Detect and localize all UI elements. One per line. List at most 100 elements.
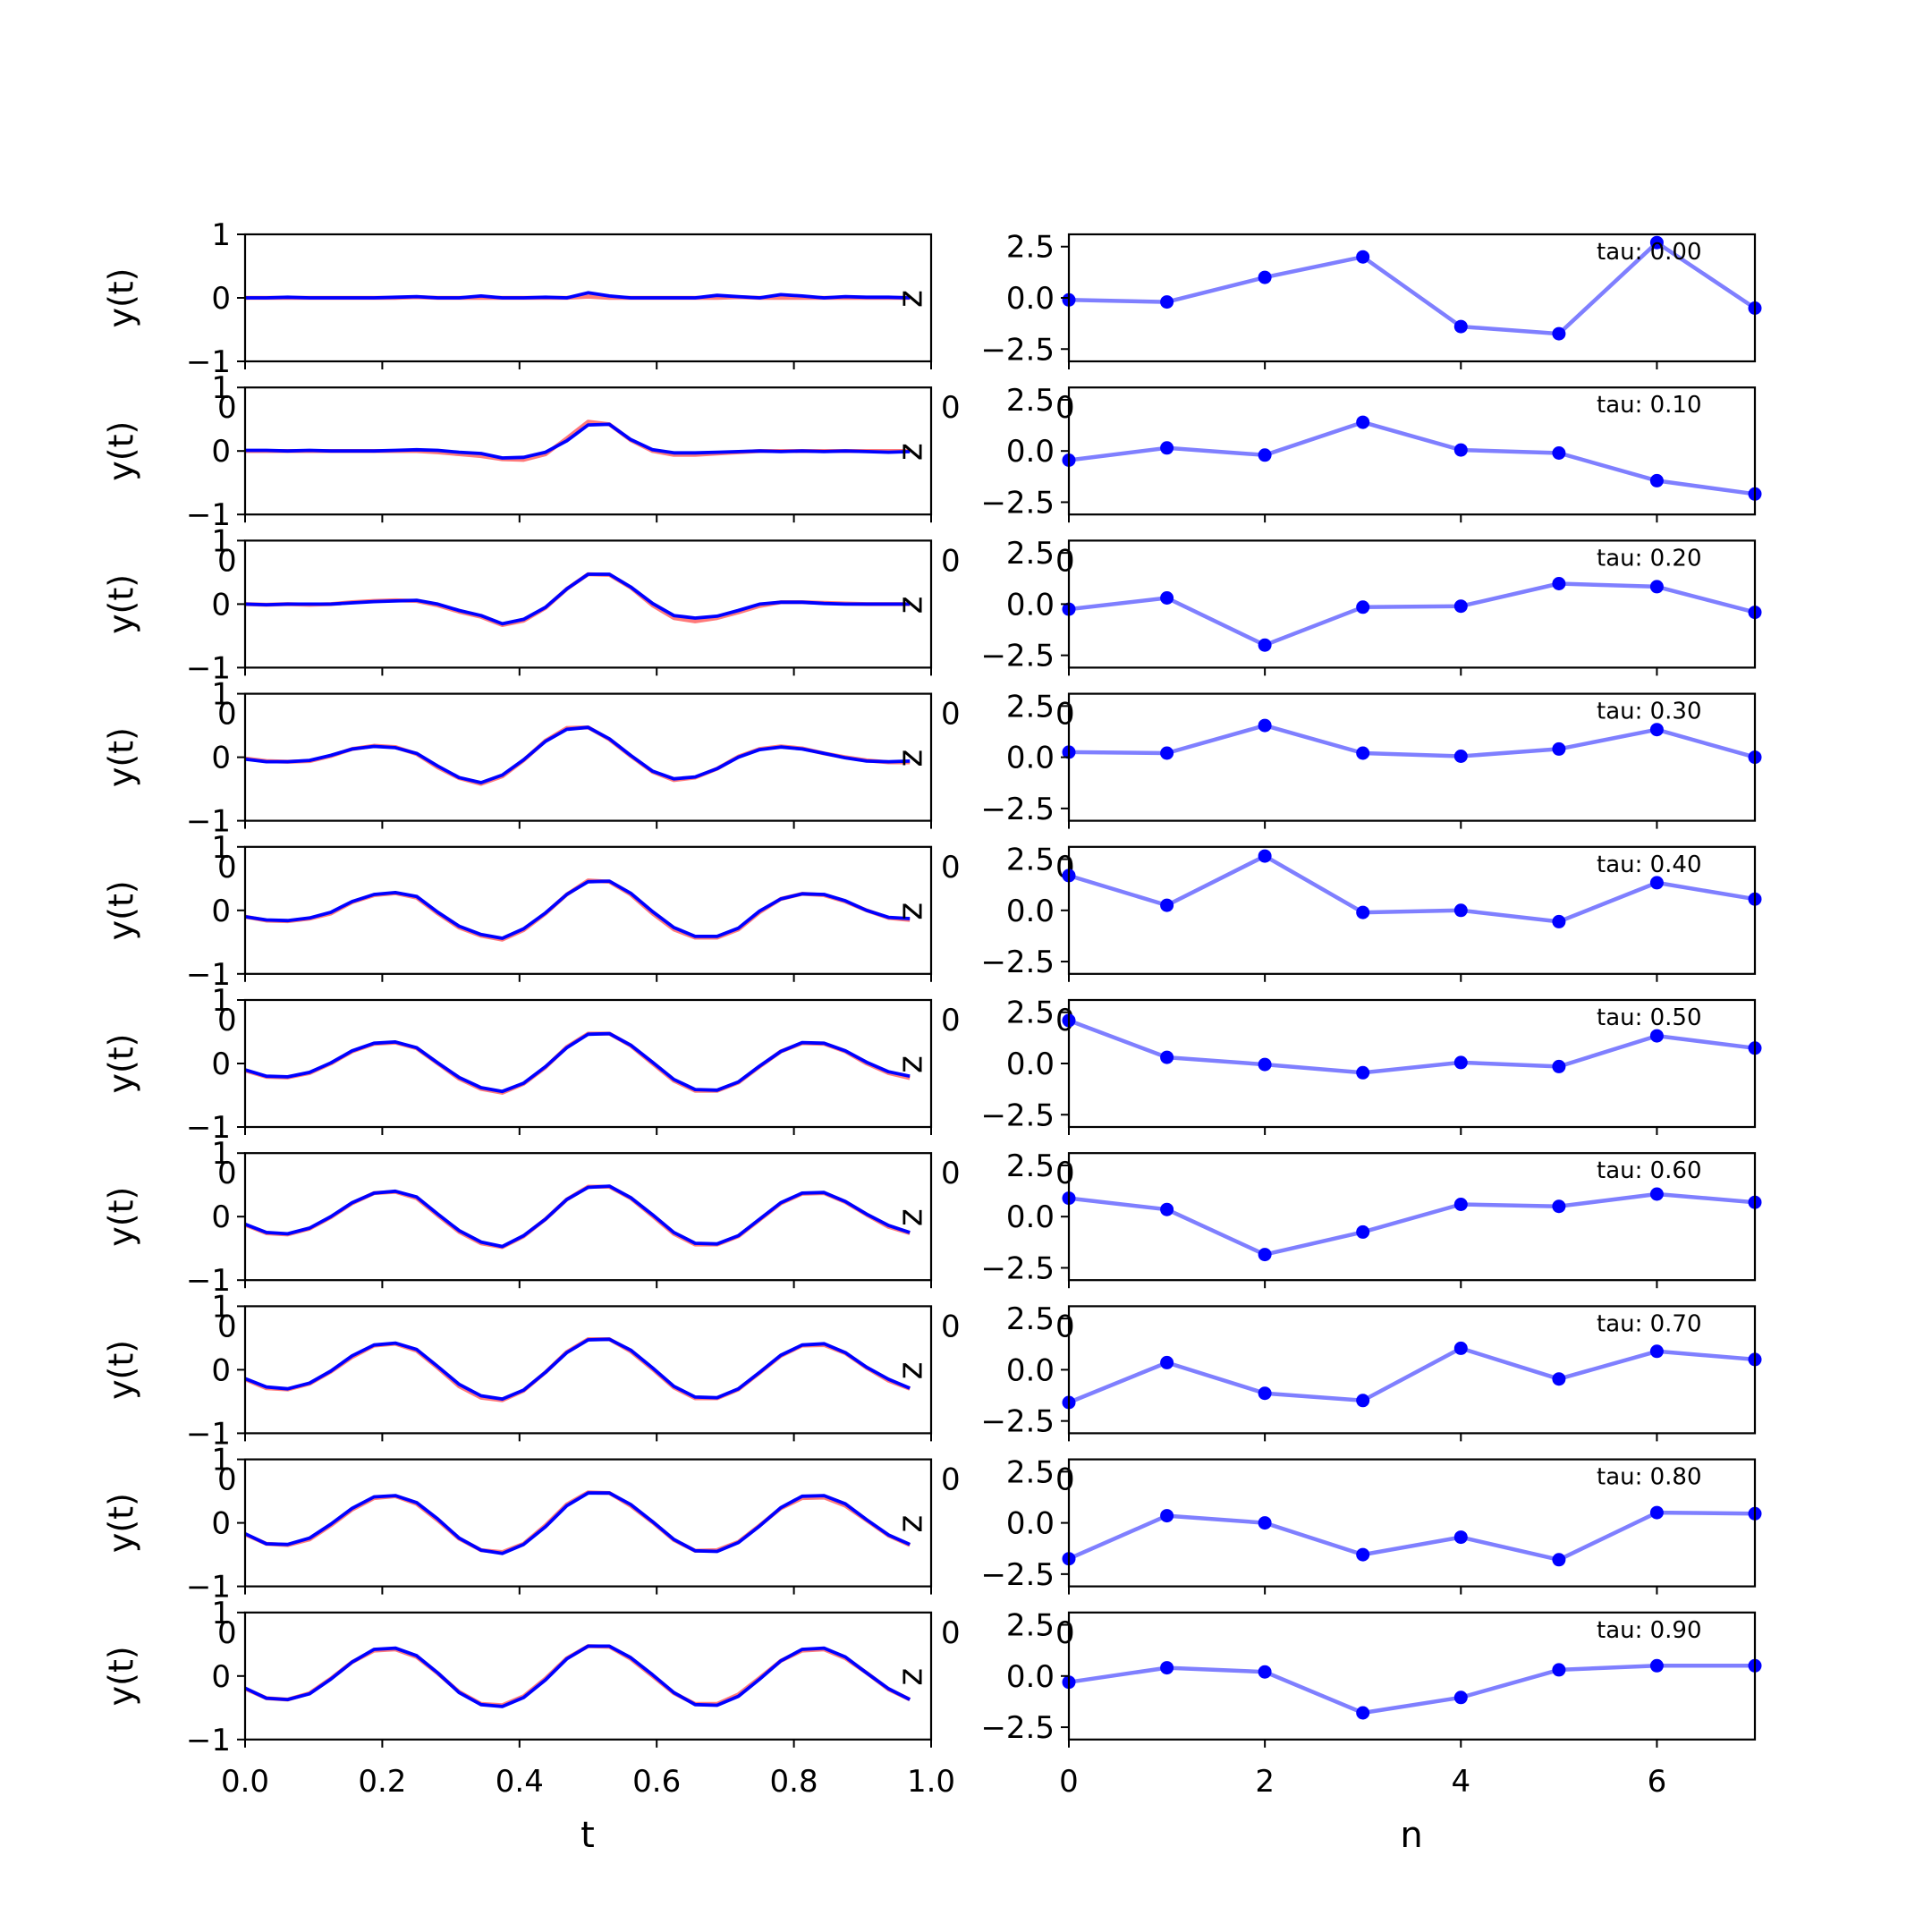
right-series-point — [1649, 1658, 1664, 1673]
right-overlap-label: 0 — [1055, 1309, 1075, 1344]
left-series-target — [244, 1644, 911, 1707]
left-series-prediction — [244, 1184, 911, 1249]
left-overlap-label: 0 — [217, 543, 237, 579]
right-series-point — [1258, 1386, 1272, 1401]
right-series-point — [1356, 905, 1370, 919]
tau-annotation: tau: 0.70 — [1597, 1310, 1702, 1337]
left-y-tick-label: −1 — [186, 497, 231, 533]
left-overlap-label: 0 — [941, 1156, 961, 1191]
right-y-tick-label: 0.0 — [1006, 434, 1055, 470]
right-series-point — [1160, 295, 1174, 309]
right-y-tick-label: 0.0 — [1006, 1659, 1055, 1695]
right-y-tick-label: 0.0 — [1006, 1352, 1055, 1388]
right-series-point — [1258, 638, 1272, 652]
left-series-prediction — [244, 725, 911, 784]
left-y-tick-label: 0 — [211, 281, 231, 317]
left-y-tick-label: 0 — [211, 1199, 231, 1235]
right-x-tick-label: 0 — [1059, 1764, 1079, 1800]
left-y-axis-label: y(t) — [102, 1340, 141, 1400]
right-panel-1: 02.5 0.0 −2.5 tau: 0.10 — [980, 383, 1762, 523]
right-y-tick-label: 2.5 — [1006, 996, 1055, 1031]
right-series-point — [1160, 441, 1174, 455]
left-y-tick-label: 1 — [211, 370, 231, 406]
right-series-point — [1356, 1547, 1370, 1562]
left-z-label: z — [891, 902, 930, 920]
right-y-tick-label: 2.5 — [1006, 1301, 1055, 1337]
right-y-tick-label: 2.5 — [1006, 230, 1055, 266]
left-y-tick-label: −1 — [186, 1263, 231, 1299]
left-axes-frame — [243, 1305, 933, 1435]
right-series-point — [1258, 718, 1272, 733]
left-overlap-label: 0 — [941, 850, 961, 886]
left-z-label: z — [891, 596, 930, 614]
right-y-tick-label: 0.0 — [1006, 741, 1055, 776]
left-overlap-label: 0 — [217, 390, 237, 426]
right-series-point — [1356, 1065, 1370, 1080]
right-series-point — [1552, 446, 1566, 460]
left-axes-frame — [243, 1611, 933, 1741]
left-axes-frame — [243, 998, 933, 1129]
right-y-tick-label: 2.5 — [1006, 1454, 1055, 1490]
right-series-point — [1258, 1516, 1272, 1530]
left-axes-frame — [243, 1152, 933, 1282]
right-series-point — [1552, 1663, 1566, 1677]
right-series-point — [1552, 1372, 1566, 1386]
left-overlap-label: 0 — [217, 1156, 237, 1191]
right-series-point — [1160, 591, 1174, 605]
right-overlap-label: 0 — [1055, 1462, 1075, 1498]
left-overlap-label: 0 — [941, 390, 961, 426]
right-series-line — [1068, 1191, 1756, 1257]
left-series-target — [244, 1490, 911, 1555]
right-series-line — [1068, 1664, 1755, 1716]
right-y-tick-label: 0.0 — [1006, 281, 1055, 317]
left-y-axis-label: y(t) — [102, 574, 141, 634]
right-x-tick-label: 2 — [1255, 1764, 1275, 1800]
right-panel-7: 02.5 0.0 −2.5 tau: 0.70 — [980, 1301, 1762, 1442]
left-y-axis-label: y(t) — [102, 1033, 141, 1093]
right-series-point — [1649, 473, 1664, 487]
right-series-point — [1160, 1202, 1174, 1216]
left-y-tick-label: −1 — [186, 1570, 231, 1606]
left-overlap-label: 0 — [941, 1462, 961, 1498]
left-x-tick-label: 0.4 — [496, 1764, 544, 1800]
right-y-tick-label: −2.5 — [980, 332, 1055, 368]
right-series-line — [1068, 1510, 1756, 1563]
left-overlap-label: 0 — [217, 1462, 237, 1498]
left-z-label: z — [891, 1668, 930, 1686]
right-series-point — [1649, 876, 1664, 890]
right-y-tick-label: −2.5 — [980, 485, 1055, 521]
left-y-tick-label: 0 — [211, 1506, 231, 1542]
right-series-point — [1453, 903, 1468, 918]
right-y-tick-label: −2.5 — [980, 1097, 1055, 1133]
left-y-axis-label: y(t) — [102, 727, 141, 787]
left-overlap-label: 0 — [217, 1615, 237, 1651]
right-panel-6: 02.5 0.0 −2.5 tau: 0.60 — [980, 1148, 1762, 1289]
right-series-point — [1649, 1344, 1664, 1359]
left-series-prediction — [244, 572, 911, 626]
left-series-prediction — [245, 291, 911, 300]
right-series-point — [1160, 1050, 1174, 1064]
left-y-axis-label: y(t) — [102, 1646, 141, 1706]
right-series-line — [1068, 419, 1756, 496]
right-series-line — [1068, 240, 1757, 336]
right-y-tick-label: −2.5 — [980, 1250, 1055, 1286]
right-series-line — [1068, 1346, 1756, 1405]
left-y-tick-label: 0 — [211, 434, 231, 470]
right-series-point — [1453, 750, 1468, 763]
right-series-point — [1453, 1690, 1468, 1705]
left-y-tick-label: −1 — [186, 1110, 231, 1146]
right-series-point — [1258, 1057, 1272, 1072]
right-series-point — [1552, 577, 1566, 590]
right-y-tick-label: 2.5 — [1006, 843, 1055, 878]
right-y-tick-label: 0.0 — [1006, 894, 1055, 929]
right-series-point — [1356, 1224, 1370, 1239]
left-y-axis-label: y(t) — [102, 1493, 141, 1553]
right-series-point — [1453, 1530, 1468, 1545]
right-series-point — [1160, 1509, 1174, 1523]
right-series-point — [1356, 746, 1370, 760]
